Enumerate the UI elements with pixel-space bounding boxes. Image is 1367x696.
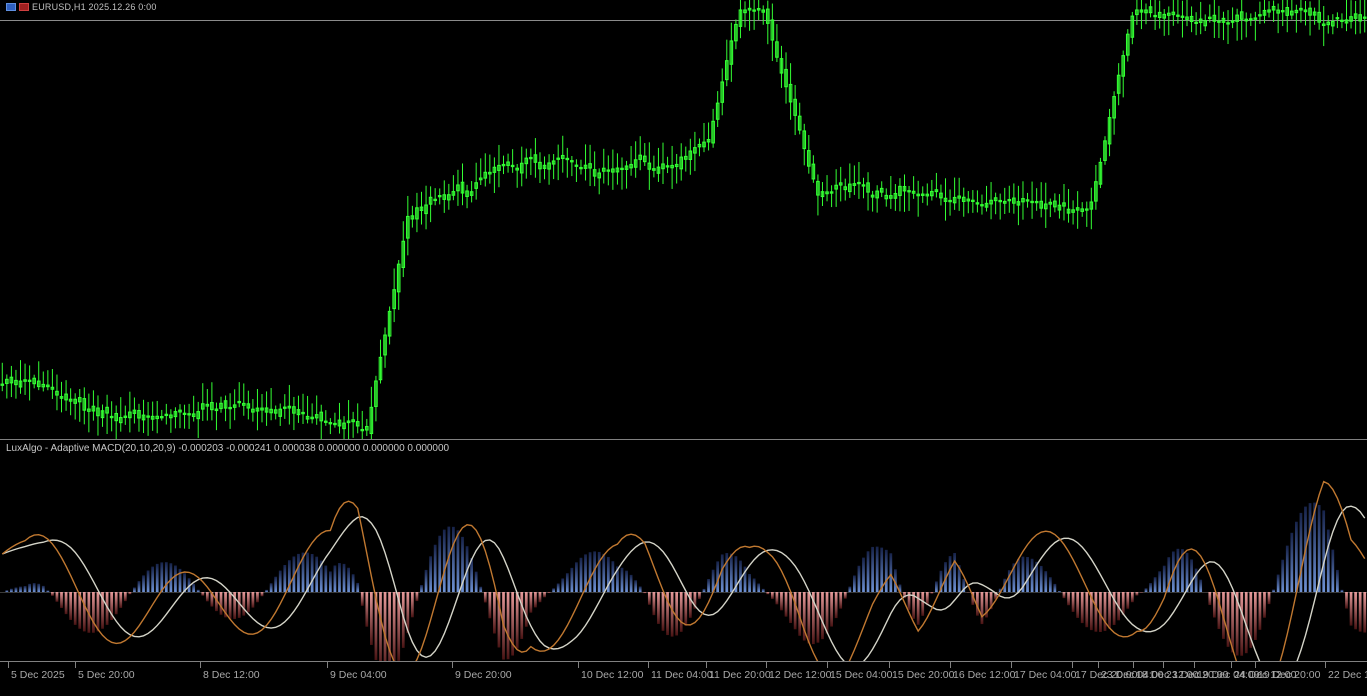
- time-tick: [1133, 662, 1134, 668]
- time-tick: [1072, 662, 1073, 668]
- time-tick: [327, 662, 328, 668]
- time-axis-label[interactable]: 23 Dec 04:00: [1101, 669, 1163, 681]
- time-tick: [1325, 662, 1326, 668]
- time-tick: [889, 662, 890, 668]
- time-tick: [950, 662, 951, 668]
- time-axis[interactable]: 5 Dec 2025 5 Dec 20:00 8 Dec 12:00 9 Dec 04…: [0, 661, 1367, 696]
- time-tick: [827, 662, 828, 668]
- time-tick: [200, 662, 201, 668]
- legend-swatch-red: [19, 3, 29, 11]
- candlestick-series[interactable]: [0, 0, 1367, 440]
- time-axis-label[interactable]: 12 Dec 12:00: [769, 669, 831, 681]
- time-axis-label[interactable]: 8 Dec 12:00: [203, 669, 260, 681]
- symbol-label: EURUSD,H1 2025.12.26 0:00: [32, 2, 157, 12]
- price-chart-panel: EURUSD,H1 2025.12.26 0:00: [0, 0, 1367, 440]
- time-tick: [8, 662, 9, 668]
- time-tick: [578, 662, 579, 668]
- time-tick: [452, 662, 453, 668]
- time-axis-label[interactable]: 9 Dec 20:00: [455, 669, 512, 681]
- time-axis-label[interactable]: 9 Dec 04:00: [330, 669, 387, 681]
- macd-indicator-panel: LuxAlgo - Adaptive MACD(20,10,20,9) -0.0…: [0, 441, 1367, 696]
- time-axis-label[interactable]: 5 Dec 2025: [11, 669, 65, 681]
- time-tick: [1255, 662, 1256, 668]
- time-axis-label[interactable]: 11 Dec 04:00: [651, 669, 713, 681]
- time-tick: [1194, 662, 1195, 668]
- time-axis-label[interactable]: 22 Dec 12:00: [1328, 669, 1367, 681]
- time-tick: [1098, 662, 1099, 668]
- time-axis-label[interactable]: 23 Dec 20:00: [1166, 669, 1228, 681]
- time-axis-label[interactable]: 16 Dec 12:00: [953, 669, 1015, 681]
- price-chart-legend: EURUSD,H1 2025.12.26 0:00: [6, 2, 157, 12]
- macd-legend-text: LuxAlgo - Adaptive MACD(20,10,20,9) -0.0…: [6, 443, 449, 454]
- time-tick: [706, 662, 707, 668]
- time-tick: [75, 662, 76, 668]
- time-tick: [766, 662, 767, 668]
- time-tick: [1011, 662, 1012, 668]
- time-tick: [1231, 662, 1232, 668]
- time-axis-label[interactable]: 15 Dec 20:00: [892, 669, 954, 681]
- trading-platform-window: EURUSD,H1 2025.12.26 0:00 LuxAlgo - Adap…: [0, 0, 1367, 696]
- time-axis-label[interactable]: 15 Dec 04:00: [830, 669, 892, 681]
- time-tick: [648, 662, 649, 668]
- macd-chart-area: [0, 457, 1367, 672]
- time-axis-label[interactable]: 17 Dec 04:00: [1014, 669, 1076, 681]
- macd-histogram[interactable]: [0, 457, 1367, 672]
- time-axis-label[interactable]: 11 Dec 20:00: [709, 669, 771, 681]
- time-axis-label[interactable]: 5 Dec 20:00: [78, 669, 135, 681]
- time-axis-label[interactable]: 24 Dec 12:00: [1234, 669, 1296, 681]
- legend-swatch-blue: [6, 3, 16, 11]
- time-tick: [1163, 662, 1164, 668]
- time-axis-label[interactable]: 10 Dec 12:00: [581, 669, 643, 681]
